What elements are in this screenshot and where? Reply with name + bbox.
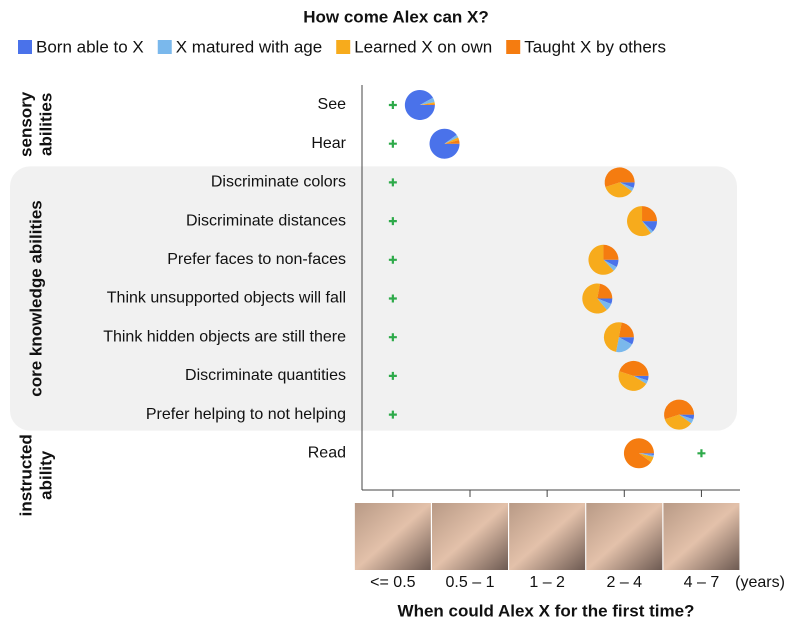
row-label: Prefer faces to non-faces <box>167 251 346 268</box>
row-label: See <box>318 96 347 113</box>
x-axis-title: When could Alex X for the first time? <box>398 601 695 620</box>
pie-wedge <box>444 134 459 144</box>
pie-wedge <box>618 371 647 391</box>
photo <box>432 503 508 570</box>
answer-marker <box>388 294 397 303</box>
pie-wedge <box>419 102 435 105</box>
row-label: Hear <box>311 135 346 152</box>
pie-wedge <box>633 375 649 381</box>
x-tick-label: 4 – 7 <box>684 574 720 591</box>
pie-wedge <box>444 137 460 144</box>
legend-label: Born able to X <box>36 37 144 56</box>
pie-wedge <box>597 283 613 299</box>
answer-marker <box>388 178 397 187</box>
legend-swatch <box>18 40 32 54</box>
legend-label: X matured with age <box>176 37 322 56</box>
pie-wedge <box>619 360 649 376</box>
pie-wedge <box>642 221 658 232</box>
group-label: sensory <box>16 91 35 157</box>
row-label: Think hidden objects are still there <box>103 328 346 345</box>
pie-wedge <box>619 182 635 188</box>
pie-wedge <box>642 221 653 234</box>
pie <box>664 399 695 430</box>
legend-swatch <box>506 40 521 54</box>
pie-wedge <box>638 453 654 458</box>
answer-marker <box>388 371 397 380</box>
pie-wedge <box>597 298 612 311</box>
pie-wedge <box>616 337 633 353</box>
pie-wedge <box>664 399 695 420</box>
x-tick-label: 1 – 2 <box>529 574 565 591</box>
answer-marker <box>388 333 397 342</box>
row-label: Read <box>308 445 346 462</box>
pie-wedge <box>638 453 654 456</box>
pie <box>623 438 654 469</box>
answer-marker <box>697 449 706 458</box>
chart-title: How come Alex can X? <box>303 7 488 26</box>
pie-wedge <box>638 453 654 463</box>
pie-wedge <box>604 167 635 188</box>
row-label: Discriminate colors <box>211 174 346 191</box>
pie-wedge <box>404 90 435 121</box>
pie-wedge <box>627 206 651 237</box>
answer-marker <box>388 101 397 109</box>
pie-wedge <box>618 322 634 338</box>
pie-wedge <box>588 244 614 275</box>
pie-wedge <box>679 414 695 420</box>
pie-wedge <box>419 97 435 105</box>
legend-swatch <box>336 40 351 54</box>
group-label: abilities <box>36 93 55 156</box>
legend-swatch <box>157 40 172 54</box>
pie-wedge <box>603 259 617 271</box>
pie-wedge <box>582 283 607 314</box>
group-label: instructed <box>16 434 35 516</box>
row-label: Discriminate distances <box>186 212 346 229</box>
pie-wedge <box>597 298 613 305</box>
group-label: ability <box>36 450 55 500</box>
pie-wedge <box>623 438 654 469</box>
row-label: Discriminate quantities <box>185 367 346 384</box>
pie-wedge <box>419 104 435 105</box>
pie-wedge <box>603 244 619 260</box>
photo <box>586 503 663 570</box>
row-label: Think unsupported objects will fall <box>107 290 346 307</box>
x-tick-label: <= 0.5 <box>370 574 415 591</box>
pie <box>618 360 649 391</box>
pie-wedge <box>642 206 658 222</box>
answer-marker <box>388 217 397 226</box>
pie-wedge <box>603 322 622 352</box>
x-tick-label: 2 – 4 <box>606 574 642 591</box>
pie <box>604 167 635 198</box>
pie-wedge <box>429 128 460 159</box>
pie-wedge <box>605 182 632 198</box>
pie-wedge <box>664 414 692 430</box>
photo <box>509 503 586 570</box>
x-tick-label: 0.5 – 1 <box>446 574 495 591</box>
pie-wedge <box>619 182 634 192</box>
answer-marker <box>388 139 397 148</box>
pie-wedge <box>444 139 460 144</box>
pie-wedge <box>618 337 634 345</box>
legend-label: Taught X by others <box>524 37 666 56</box>
pie <box>582 283 613 314</box>
legend-label: Learned X on own <box>354 37 492 56</box>
answer-marker <box>388 255 397 264</box>
pie-wedge <box>603 259 619 268</box>
pie <box>588 244 619 275</box>
pie <box>429 128 460 159</box>
photo <box>663 503 740 570</box>
row-label: Prefer helping to not helping <box>146 406 346 423</box>
photo <box>354 503 431 570</box>
pie <box>603 322 634 353</box>
group-label: core knowledge abilities <box>26 200 45 397</box>
pie-wedge <box>679 414 694 424</box>
pie <box>627 206 658 237</box>
x-unit: (years) <box>735 574 785 591</box>
pie-wedge <box>633 375 648 384</box>
answer-marker <box>388 410 397 419</box>
pie <box>404 90 435 121</box>
group-band <box>10 166 737 431</box>
